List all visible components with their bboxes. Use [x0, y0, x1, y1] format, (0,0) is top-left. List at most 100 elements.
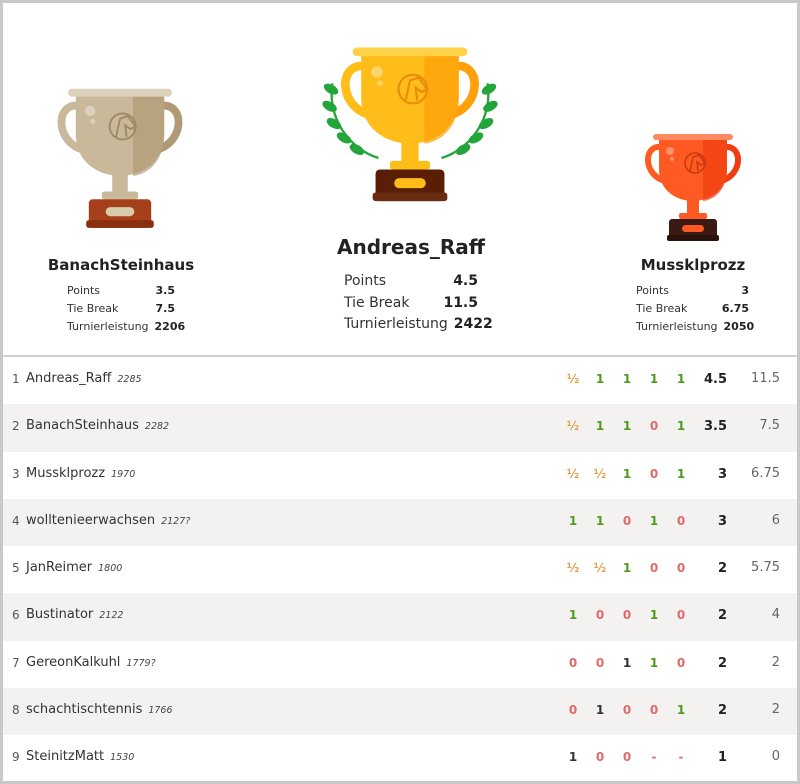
rank: 4	[12, 513, 20, 528]
table-row: 4 wolltenieerwachsen 2127? 1 1 0 1 0 3 6	[3, 498, 797, 547]
round-result[interactable]: ½	[593, 561, 607, 576]
stat-value: 2422	[453, 316, 493, 332]
stat-value: 2206	[154, 320, 186, 333]
player-name-text[interactable]: BanachSteinhaus	[26, 418, 139, 434]
round-result[interactable]: ½	[566, 419, 580, 434]
round-result[interactable]: 1	[622, 466, 632, 481]
round-result[interactable]: 1	[595, 372, 605, 386]
stat-label: Points	[344, 273, 387, 289]
round-result[interactable]: 0	[649, 466, 659, 481]
round-result[interactable]: 0	[676, 561, 686, 576]
rank: 5	[12, 561, 20, 576]
stat-label: Points	[67, 284, 101, 297]
round-result[interactable]: 1	[676, 466, 686, 481]
rank: 9	[12, 750, 20, 765]
round-result[interactable]: 0	[649, 419, 659, 434]
player-name-text[interactable]: SteinitzMatt	[26, 749, 105, 765]
player-name-text[interactable]: JanReimer	[26, 560, 93, 576]
round-result[interactable]: 1	[649, 372, 659, 386]
round-result[interactable]: 1	[622, 419, 632, 434]
player-name-text[interactable]: Bustinator	[26, 607, 94, 623]
round-result[interactable]: 0	[595, 608, 605, 623]
player-name-text[interactable]: Andreas_Raff	[26, 371, 112, 386]
podium: BanachSteinhaus Points 3.5 Tie Break 7.5 T…	[3, 3, 797, 357]
round-result[interactable]: 0	[568, 703, 578, 718]
round-result[interactable]: ½	[593, 466, 607, 481]
score: 3.5	[703, 419, 727, 435]
stat-label: Points	[636, 284, 670, 297]
score: 1	[717, 750, 727, 766]
player-name[interactable]: Andreas_Raff 2285	[26, 371, 142, 386]
round-result[interactable]: 1	[676, 703, 686, 718]
round-result[interactable]: 1	[622, 372, 632, 386]
round-result[interactable]: 1	[568, 608, 578, 623]
podium-name[interactable]: Mussklprozz	[640, 256, 746, 274]
round-result[interactable]: ½	[566, 372, 580, 386]
rank: 1	[12, 372, 20, 386]
stat-value: 11.5	[443, 294, 478, 311]
round-result[interactable]: 0	[595, 750, 605, 765]
round-result[interactable]: 1	[568, 513, 578, 528]
round-result[interactable]: 1	[595, 419, 605, 434]
player-name-text[interactable]: Mussklprozz	[26, 465, 106, 481]
round-result[interactable]: 0	[649, 561, 659, 576]
player-name[interactable]: GereonKalkuhl 1779?	[26, 655, 156, 670]
player-name[interactable]: JanReimer 1800	[26, 560, 122, 575]
player-name-text[interactable]: GereonKalkuhl	[26, 654, 121, 670]
round-result[interactable]: 1	[622, 561, 632, 576]
round-result[interactable]: 0	[568, 655, 578, 670]
round-result[interactable]: 1	[676, 419, 686, 434]
round-result[interactable]: 1	[649, 513, 659, 528]
round-result[interactable]: 0	[595, 655, 605, 670]
podium-name[interactable]: Andreas_Raff	[337, 235, 485, 259]
round-result[interactable]: 0	[622, 513, 632, 528]
stat-value: 2050	[723, 320, 755, 333]
round-result[interactable]: 1	[622, 655, 632, 670]
score: 2	[717, 703, 727, 719]
player-rating: 1766	[148, 705, 173, 717]
player-name[interactable]: wolltenieerwachsen 2127?	[26, 513, 190, 528]
round-result[interactable]: -	[651, 750, 657, 765]
round-result[interactable]: 0	[622, 608, 632, 623]
round-result[interactable]: 0	[622, 750, 632, 765]
round-result[interactable]: ½	[566, 561, 580, 576]
stat-value: 7.5	[155, 302, 176, 315]
round-result[interactable]: 1	[595, 703, 605, 718]
player-name[interactable]: BanachSteinhaus 2282	[26, 418, 169, 433]
round-result[interactable]: 1	[568, 750, 578, 765]
player-rating: 1800	[98, 563, 123, 575]
player-name[interactable]: Mussklprozz 1970	[26, 466, 135, 481]
player-rating: 2282	[144, 421, 170, 433]
bronze-trophy-icon	[645, 134, 741, 241]
round-result[interactable]: 1	[649, 655, 659, 670]
round-result[interactable]: 0	[676, 655, 686, 670]
player-name[interactable]: schachtischtennis 1766	[26, 702, 173, 717]
table-row: 9 SteinitzMatt 1530 1 0 0 - - 1 0	[3, 735, 797, 781]
player-name-text[interactable]: schachtischtennis	[26, 702, 143, 718]
round-result[interactable]: -	[678, 750, 684, 765]
round-result[interactable]: 1	[595, 513, 605, 528]
round-result[interactable]: 0	[676, 513, 686, 528]
table-row: 5 JanReimer 1800 ½ ½ 1 0 0 2 5.75	[3, 546, 797, 593]
table-row: 8 schachtischtennis 1766 0 1 0 0 1 2 2	[3, 688, 797, 736]
round-result[interactable]: ½	[566, 466, 580, 481]
player-name[interactable]: SteinitzMatt 1530	[26, 749, 134, 764]
score: 2	[717, 655, 727, 671]
score: 2	[717, 608, 727, 624]
player-name-text[interactable]: wolltenieerwachsen	[26, 512, 156, 528]
silver-trophy-icon	[57, 88, 183, 228]
round-result[interactable]: 0	[649, 703, 659, 718]
round-result[interactable]: 0	[676, 608, 686, 623]
tiebreak: 5.75	[751, 560, 780, 576]
round-result[interactable]: 1	[649, 608, 659, 623]
podium-name[interactable]: BanachSteinhaus	[47, 256, 195, 274]
round-result[interactable]: 1	[676, 372, 686, 386]
rank: 7	[12, 655, 20, 670]
stat-label: Tie Break	[636, 302, 688, 315]
player-rating: 1530	[110, 752, 135, 764]
gold-trophy-icon	[322, 47, 498, 202]
stat-value: 3.5	[155, 284, 176, 297]
round-result[interactable]: 0	[622, 703, 632, 718]
player-name[interactable]: Bustinator 2122	[26, 607, 123, 622]
score: 3	[717, 466, 727, 482]
